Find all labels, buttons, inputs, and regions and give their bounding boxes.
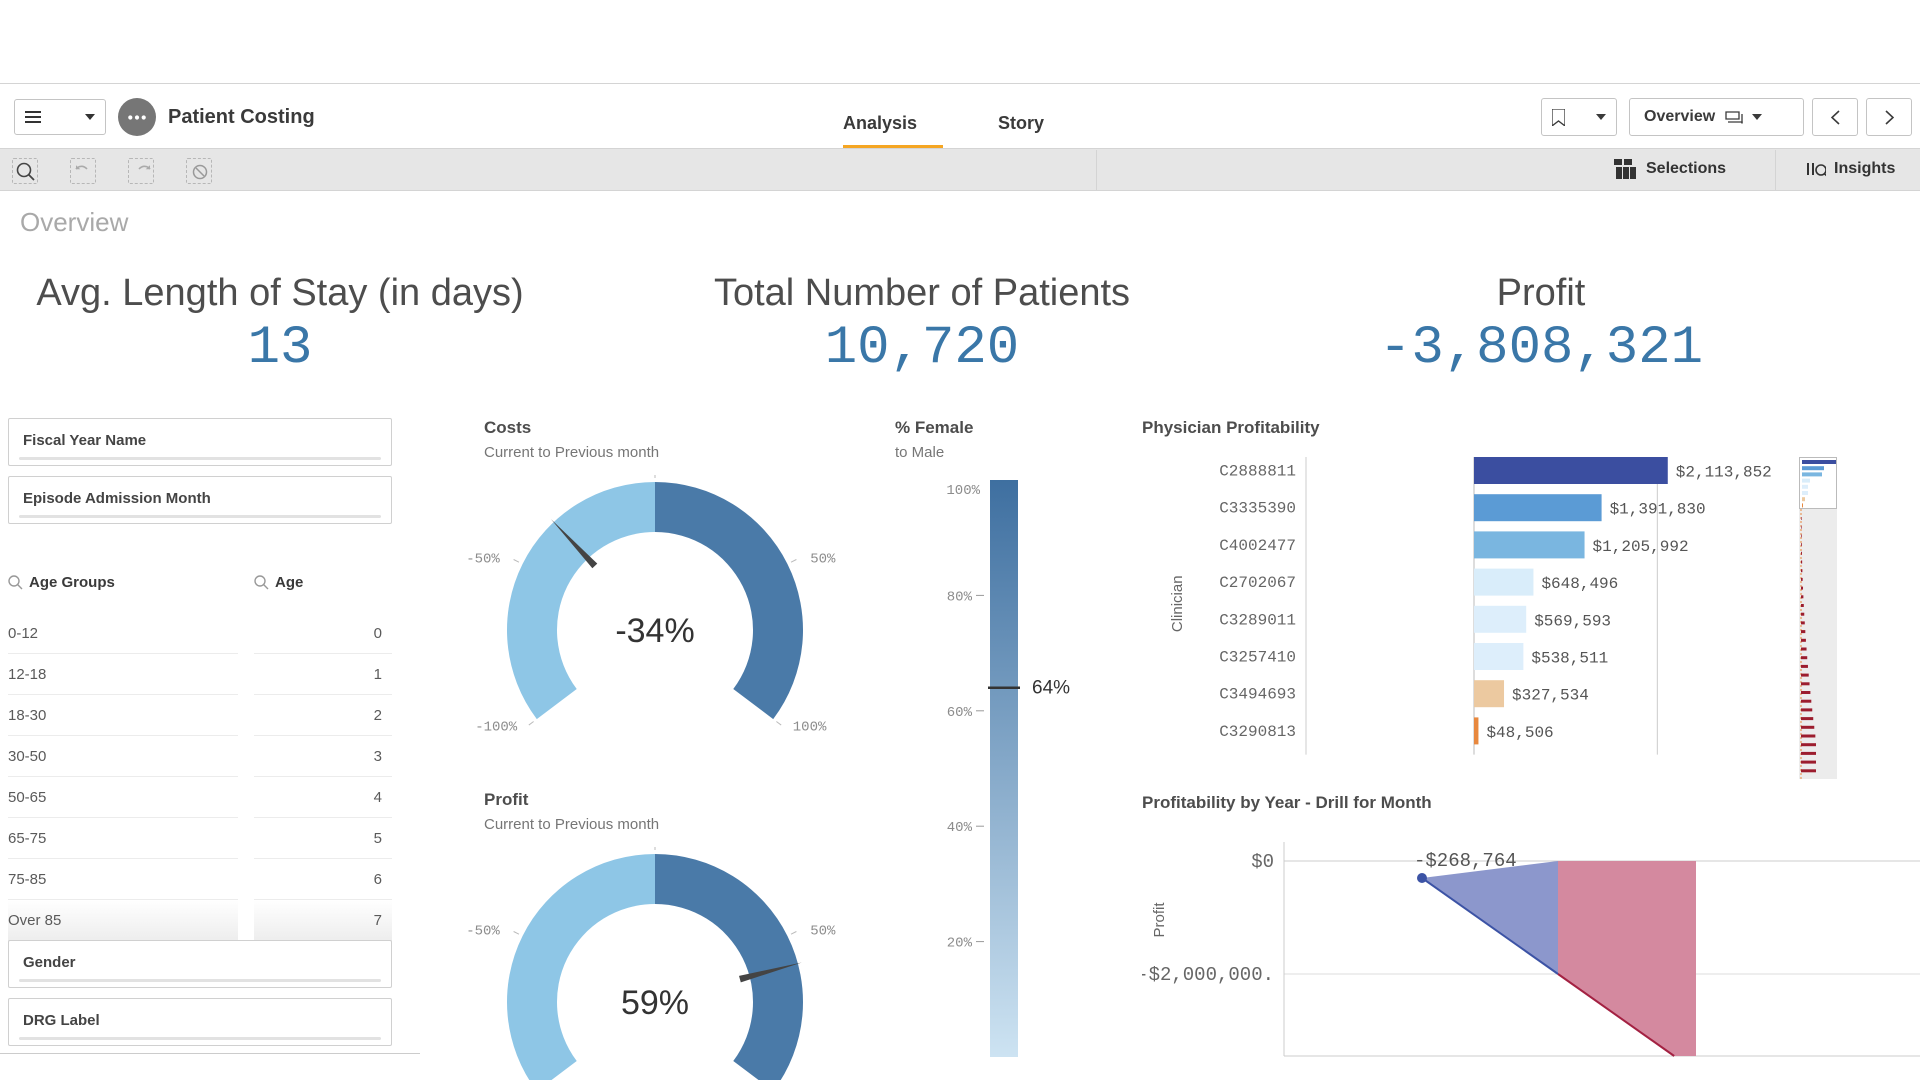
- svg-text:100%: 100%: [793, 719, 827, 735]
- svg-text:C3494693: C3494693: [1219, 686, 1296, 704]
- svg-text:$1,391,830: $1,391,830: [1610, 501, 1706, 519]
- svg-text:$538,511: $538,511: [1531, 650, 1608, 668]
- svg-text:C4002477: C4002477: [1219, 537, 1296, 555]
- svg-text:50%: 50%: [810, 924, 836, 940]
- svg-text:$648,496: $648,496: [1541, 575, 1618, 593]
- svg-text:-50%: -50%: [466, 552, 500, 568]
- svg-text:-$268,764: -$268,764: [1414, 850, 1517, 872]
- svg-text:64%: 64%: [1032, 678, 1070, 699]
- svg-text:80%: 80%: [947, 589, 973, 605]
- svg-text:59%: 59%: [621, 984, 689, 1022]
- svg-text:C3257410: C3257410: [1219, 649, 1296, 667]
- svg-text:20%: 20%: [947, 936, 973, 952]
- svg-text:$327,534: $327,534: [1512, 687, 1589, 705]
- svg-text:50%: 50%: [810, 552, 836, 568]
- svg-text:Profit: Profit: [1151, 902, 1168, 938]
- svg-text:-100%: -100%: [475, 719, 518, 735]
- svg-text:$569,593: $569,593: [1534, 612, 1611, 630]
- svg-text:100%: 100%: [946, 483, 980, 499]
- svg-text:$48,506: $48,506: [1486, 724, 1553, 742]
- svg-text:C3289011: C3289011: [1219, 611, 1296, 629]
- svg-text:C2888811: C2888811: [1219, 463, 1296, 481]
- svg-text:-$2,000,000.: -$2,000,000.: [1142, 964, 1274, 986]
- svg-text:-50%: -50%: [466, 924, 500, 940]
- svg-text:Clinician: Clinician: [1169, 575, 1186, 632]
- svg-text:60%: 60%: [947, 705, 973, 721]
- svg-text:-34%: -34%: [615, 612, 694, 650]
- svg-text:40%: 40%: [947, 820, 973, 836]
- svg-text:$1,205,992: $1,205,992: [1593, 538, 1689, 556]
- svg-text:$0: $0: [1251, 851, 1274, 873]
- svg-text:$2,113,852: $2,113,852: [1676, 464, 1772, 482]
- svg-text:C3335390: C3335390: [1219, 500, 1296, 518]
- svg-text:C2702067: C2702067: [1219, 574, 1296, 592]
- svg-text:C3290813: C3290813: [1219, 723, 1296, 741]
